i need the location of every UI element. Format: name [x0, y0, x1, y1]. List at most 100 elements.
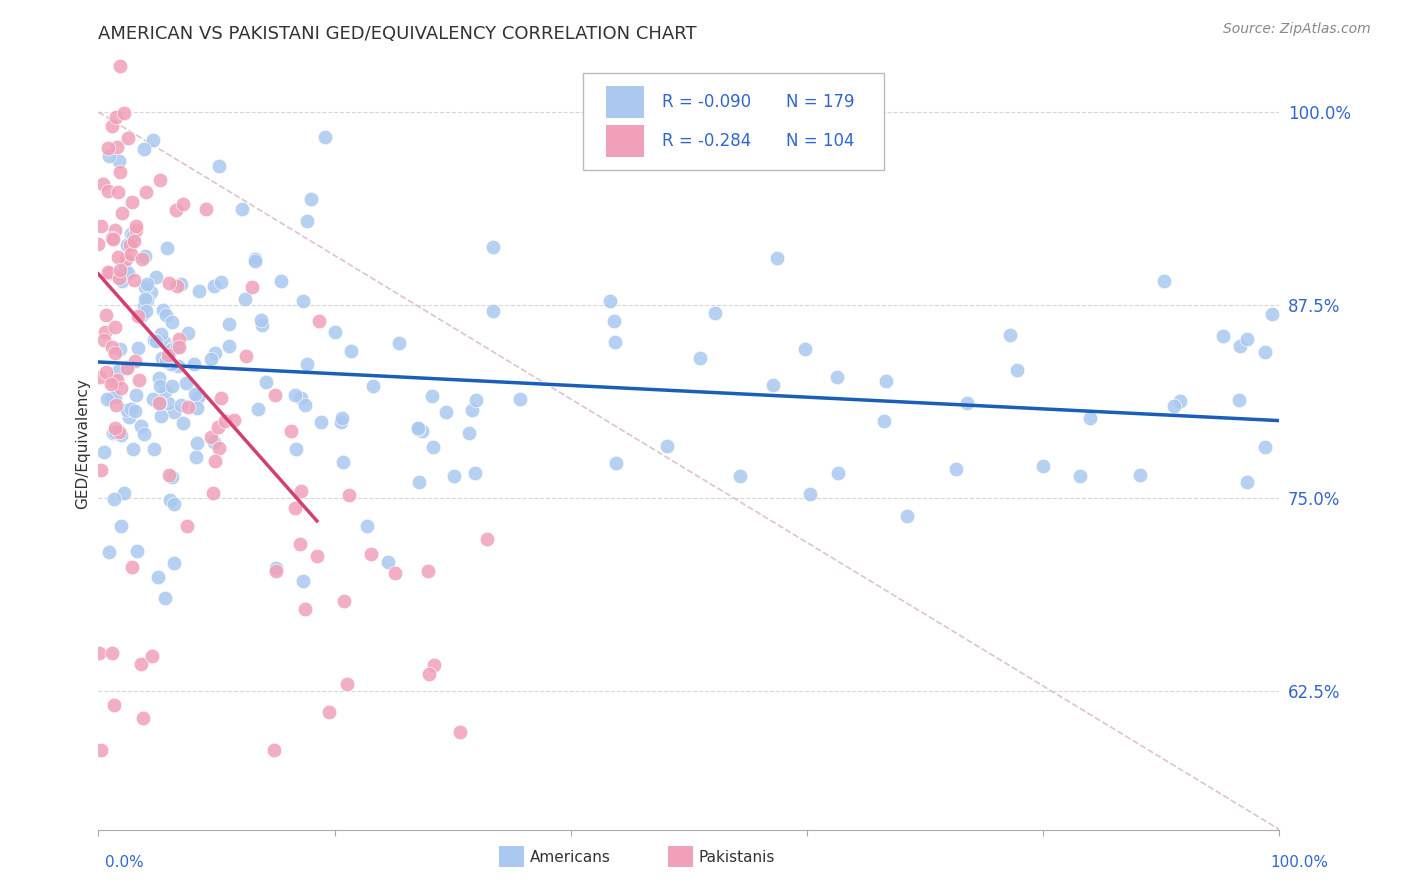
Point	[204, 278, 226, 293]
Y-axis label: GED/Equivalency: GED/Equivalency	[75, 378, 90, 509]
Point	[105, 140, 128, 154]
Point	[295, 214, 318, 228]
Point	[124, 403, 146, 417]
Point	[115, 360, 138, 375]
Point	[434, 405, 457, 419]
Point	[142, 334, 165, 348]
Point	[956, 395, 979, 409]
Point	[101, 339, 124, 353]
Point	[134, 292, 156, 306]
Point	[159, 492, 181, 507]
Point	[120, 247, 142, 261]
Point	[464, 467, 486, 481]
Point	[603, 314, 626, 328]
Point	[141, 648, 163, 663]
Point	[118, 237, 141, 252]
Point	[127, 309, 149, 323]
Point	[318, 706, 340, 720]
Point	[208, 441, 231, 455]
Point	[145, 270, 167, 285]
Point	[242, 280, 264, 294]
Text: Pakistanis: Pakistanis	[699, 850, 775, 864]
Point	[218, 317, 240, 331]
Point	[458, 425, 481, 440]
Point	[124, 354, 146, 368]
Point	[110, 381, 132, 395]
Point	[657, 439, 679, 453]
Point	[157, 276, 180, 290]
Point	[998, 327, 1021, 342]
Point	[794, 342, 817, 356]
Point	[308, 314, 330, 328]
Point	[132, 711, 155, 725]
FancyBboxPatch shape	[606, 125, 644, 157]
Point	[156, 241, 179, 255]
Point	[135, 186, 157, 200]
Point	[93, 445, 115, 459]
Point	[101, 391, 124, 405]
Point	[872, 414, 894, 428]
Point	[91, 177, 114, 191]
Point	[799, 487, 821, 501]
Point	[97, 149, 120, 163]
Point	[330, 415, 353, 429]
Point	[186, 435, 208, 450]
Point	[134, 142, 156, 156]
Point	[243, 253, 266, 268]
Point	[264, 564, 287, 578]
Point	[875, 374, 897, 388]
Point	[1253, 345, 1275, 359]
Point	[231, 202, 253, 216]
Point	[90, 743, 112, 757]
Point	[97, 184, 120, 198]
Point	[155, 309, 177, 323]
Point	[172, 197, 194, 211]
Point	[134, 280, 156, 294]
Point	[131, 308, 153, 322]
Point	[160, 357, 183, 371]
Point	[307, 549, 329, 564]
Point	[134, 250, 156, 264]
Point	[420, 389, 443, 403]
Point	[207, 419, 229, 434]
Point	[323, 326, 346, 340]
Point	[121, 195, 143, 210]
Point	[148, 370, 170, 384]
Point	[104, 222, 127, 236]
Point	[87, 236, 110, 251]
Point	[146, 570, 169, 584]
Point	[127, 342, 149, 356]
Point	[157, 467, 180, 482]
Point	[204, 346, 226, 360]
Point	[204, 454, 226, 468]
Point	[945, 462, 967, 476]
Point	[163, 497, 186, 511]
Point	[422, 441, 444, 455]
Point	[170, 398, 193, 412]
Point	[125, 219, 148, 234]
Point	[1236, 475, 1258, 489]
Point	[152, 302, 174, 317]
Point	[187, 390, 209, 404]
Point	[423, 657, 446, 672]
Point	[101, 119, 124, 133]
Point	[122, 272, 145, 286]
Point	[105, 399, 128, 413]
Point	[184, 386, 207, 401]
Point	[1236, 332, 1258, 346]
Point	[761, 377, 783, 392]
Point	[167, 359, 190, 374]
Point	[90, 463, 112, 477]
Point	[136, 293, 159, 307]
Point	[107, 154, 129, 169]
Point	[141, 285, 163, 300]
Point	[101, 425, 124, 440]
Text: 100.0%: 100.0%	[1271, 855, 1329, 870]
Point	[110, 59, 132, 73]
Point	[104, 346, 127, 360]
Point	[163, 405, 186, 419]
Point	[142, 442, 165, 456]
Point	[186, 401, 208, 416]
Point	[162, 341, 184, 355]
Point	[314, 130, 336, 145]
